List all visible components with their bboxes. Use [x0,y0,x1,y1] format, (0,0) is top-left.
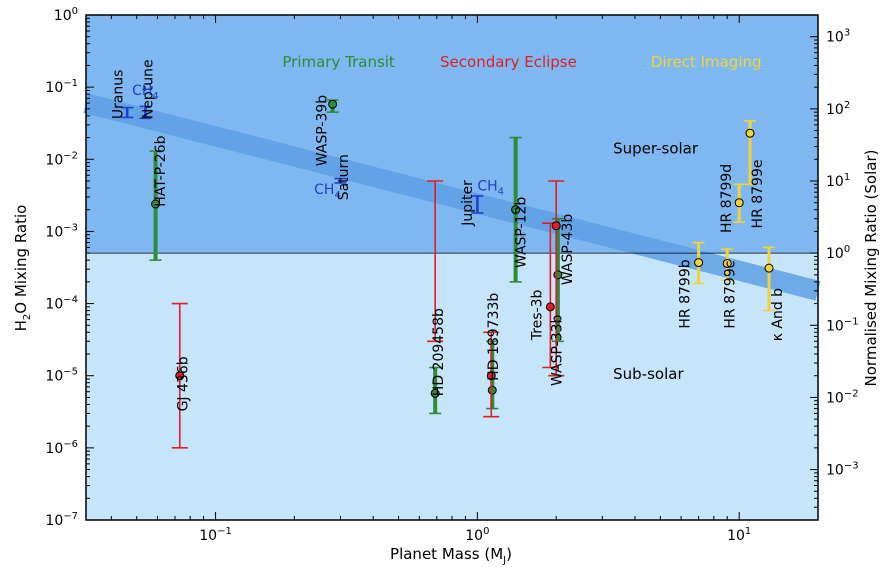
marker [151,199,161,209]
marker [722,258,732,268]
data-point [721,248,734,282]
y2-tick-label: 10−2 [826,388,859,406]
data-point [139,105,152,120]
data-point [427,180,444,343]
series-direct-imaging [692,120,776,312]
annotation-label: WASP-43b [560,214,576,286]
annotation-label: Saturn [336,154,352,200]
series-solar-system [121,105,484,214]
marker [430,388,440,398]
marker [764,263,774,273]
legend-entry: Primary Transit [282,53,395,71]
annotation-label: WASP-12b [514,197,530,269]
x-tick-label: 100 [465,526,489,544]
legend: Primary Transit Secondary Eclipse Direct I… [282,53,761,71]
annotation-label: HR 8799c [723,261,739,329]
series-primary-transit [149,99,564,415]
data-point [121,106,134,119]
y-tick-label: 10−4 [45,295,78,313]
data-point [334,177,347,184]
y-tick-label: 10−6 [45,439,78,457]
x-tick-label: 101 [727,526,751,544]
y2-tick-label: 102 [826,100,850,118]
marker [328,99,338,109]
y-tick-label: 10−3 [45,222,78,240]
data-point [542,222,559,369]
annotation-label: Uranus [111,70,127,120]
annotation-label: Tres-3b [530,289,546,341]
x-axis-label: Planet Mass (MJ) [390,545,512,566]
data-point [763,246,776,312]
data-point [326,99,339,113]
data-point [744,120,757,186]
data-point [548,180,565,377]
sub-solar-region [86,253,818,520]
region-label: Super-solar [613,140,699,158]
annotation-label: HR 8799e [750,159,766,228]
data-point [692,241,705,285]
y-tick-label: 100 [54,6,78,24]
y-tick-label: 10−5 [45,367,78,385]
region-label: Sub-solar [613,365,684,383]
marker [175,371,185,381]
data-point [149,150,162,261]
data-point [429,366,442,415]
y2-tick-label: 100 [826,244,850,262]
marker [551,221,561,231]
annotation-label: CH4 [132,83,159,102]
data-point [471,195,484,214]
y2-axis-label: Normalised Mixing Ratio (Solar) [862,150,880,387]
y2-tick-label: 103 [826,28,850,46]
y-tick-label: 10−2 [45,150,78,168]
data-point [509,136,522,283]
y2-tick-label: 10−3 [826,461,859,479]
marker [734,198,744,208]
y-tick-label: 10−7 [45,511,78,529]
legend-entry: Secondary Eclipse [440,53,577,71]
data-point [483,331,500,418]
annotation-label: GJ 436b [175,356,191,411]
marker [545,302,555,312]
annotation-label: HR 8799b [677,259,693,328]
y-tick-label: 10−1 [45,78,78,96]
annotation-label: Jupiter [460,180,476,227]
y2-tick-label: 101 [826,172,850,190]
annotation-label: HD 209458b [431,308,447,396]
annotation-label: HD 189733b [486,293,502,381]
data-series [121,99,776,449]
marker [745,128,755,138]
marker [486,371,496,381]
data-point [171,302,188,449]
annotation-label: CH4 [477,178,504,197]
annotation-label: Neptune [141,59,157,119]
annotation-label: HR 8799d [719,164,735,233]
annotation-label: HAT-P-26b [153,135,169,206]
marker [511,205,521,215]
annotation-label: CH4 [314,182,341,201]
marker [694,258,704,268]
series-secondary-eclipse [171,180,565,449]
y-axis-label: H2O Mixing Ratio [12,205,33,332]
x-tick-label: 10−1 [199,526,232,544]
data-point [733,183,746,223]
background-regions [86,15,818,520]
annotation-label: WASP-33b [550,314,566,386]
marker [487,385,497,395]
axes: 10−1 100 101 100 10−1 10−2 10−3 10−4 10−5 10−6 10−… [45,6,858,544]
annotation-label: WASP-39b [314,95,330,167]
legend-entry: Direct Imaging [651,53,762,71]
region-labels: Super-solar Sub-solar [613,140,699,383]
y2-tick-label: 10−1 [826,316,859,334]
annotation-label: κ And b [770,288,786,341]
